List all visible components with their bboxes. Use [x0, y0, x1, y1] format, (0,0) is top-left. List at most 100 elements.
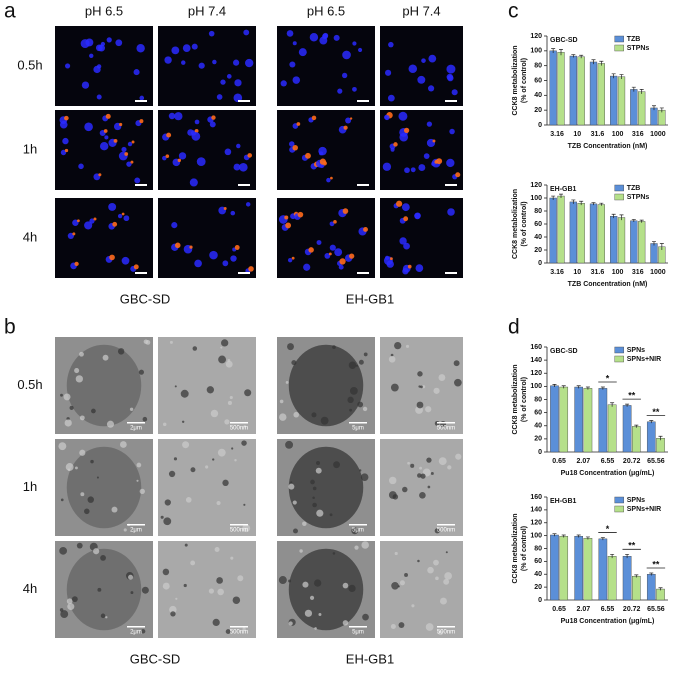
nucleus — [178, 152, 187, 160]
vesicle — [136, 462, 142, 468]
scale-bar — [238, 272, 250, 274]
nucleus — [401, 203, 410, 212]
cell — [288, 446, 364, 529]
nucleus — [233, 163, 241, 171]
nucleus — [222, 260, 229, 267]
vesicle — [123, 528, 127, 532]
nucleus — [115, 39, 123, 47]
scale-label: 2μm — [130, 630, 142, 636]
error-bar — [659, 243, 664, 250]
uptake-spot — [211, 115, 216, 120]
vesicle — [425, 406, 432, 413]
uptake-spot — [72, 232, 76, 236]
bar — [597, 63, 605, 126]
vesicle — [74, 466, 78, 470]
vesicle — [242, 627, 246, 631]
vesicle — [234, 459, 237, 462]
group-label: EH-GB1 — [346, 291, 394, 306]
legend-swatch — [614, 35, 624, 43]
scale-bar — [437, 422, 455, 424]
legend-label: SPNs+NIR — [627, 356, 661, 363]
bar — [630, 220, 638, 264]
nucleus — [245, 58, 254, 68]
vesicle — [411, 604, 415, 608]
vesicle — [362, 613, 369, 621]
vesicle — [212, 618, 220, 627]
y-tick-label: 0 — [538, 260, 542, 267]
tem-image — [380, 541, 463, 638]
nucleus — [245, 202, 251, 207]
nucleus — [84, 221, 93, 230]
nucleus — [134, 177, 141, 184]
nucleus — [81, 81, 90, 89]
y-tick-label: 100 — [530, 195, 542, 202]
scale-bar — [230, 524, 248, 526]
bar — [549, 50, 557, 126]
nucleus — [174, 112, 183, 121]
uptake-spot — [194, 128, 199, 133]
error-bar — [611, 73, 616, 79]
error-bar — [591, 202, 596, 206]
vesicle — [162, 422, 167, 427]
uptake-spot — [109, 254, 115, 261]
panel-label: a — [4, 0, 16, 23]
nucleus — [352, 41, 357, 46]
vesicle — [390, 353, 394, 357]
fluorescence-image — [277, 198, 375, 278]
vesicle — [312, 502, 317, 508]
uptake-spot — [308, 247, 314, 253]
vesicle — [232, 596, 241, 604]
vesicle — [354, 545, 359, 550]
error-bar — [559, 49, 564, 56]
nucleus — [171, 222, 178, 229]
vesicle — [218, 355, 227, 364]
bar — [550, 385, 559, 453]
x-tick-label: 20.72 — [623, 458, 641, 465]
uptake-spot — [328, 252, 332, 256]
vesicle — [111, 506, 118, 513]
nucleus — [230, 210, 236, 216]
vesicle — [358, 359, 364, 365]
y-tick-label: 20 — [534, 436, 542, 443]
legend-label: STPNs — [627, 194, 650, 201]
vesicle — [75, 375, 83, 383]
scale-bar — [357, 272, 369, 274]
scale-label: 500nm — [437, 426, 455, 432]
scale-label: 500nm — [437, 528, 455, 534]
uptake-spot — [248, 266, 254, 272]
bar — [574, 536, 584, 601]
vesicle — [288, 621, 293, 626]
vesicle — [128, 574, 134, 580]
vesicle — [140, 629, 146, 634]
nucleus — [298, 48, 307, 57]
tem-image — [158, 541, 256, 638]
scale-label: 5μm — [352, 426, 364, 432]
uptake-spot — [330, 176, 333, 180]
uptake-spot — [311, 115, 317, 121]
scale-bar — [135, 184, 147, 186]
bar — [574, 386, 584, 453]
y-tick-label: 40 — [534, 234, 542, 241]
nucleus — [446, 158, 455, 168]
vesicle — [129, 407, 134, 412]
scale-label: 2μm — [130, 426, 142, 432]
y-axis-label: (% of control) — [521, 526, 528, 571]
vesicle — [439, 597, 447, 605]
row-label: 0.5h — [17, 377, 42, 392]
nucleus — [127, 141, 133, 147]
bar — [638, 221, 646, 264]
y-tick-label: 160 — [530, 494, 542, 501]
vesicle — [76, 542, 83, 549]
vesicle — [278, 576, 287, 585]
vesicle — [313, 579, 322, 587]
scale-bar — [230, 422, 248, 424]
vesicle — [208, 588, 214, 594]
vesicle — [225, 360, 233, 368]
vesicle — [90, 459, 94, 464]
scale-label: 500nm — [230, 426, 248, 432]
vesicle — [362, 406, 368, 412]
vesicle — [311, 412, 317, 418]
uptake-spot — [234, 245, 240, 250]
vesicle — [60, 498, 64, 502]
vesicle — [332, 345, 336, 349]
